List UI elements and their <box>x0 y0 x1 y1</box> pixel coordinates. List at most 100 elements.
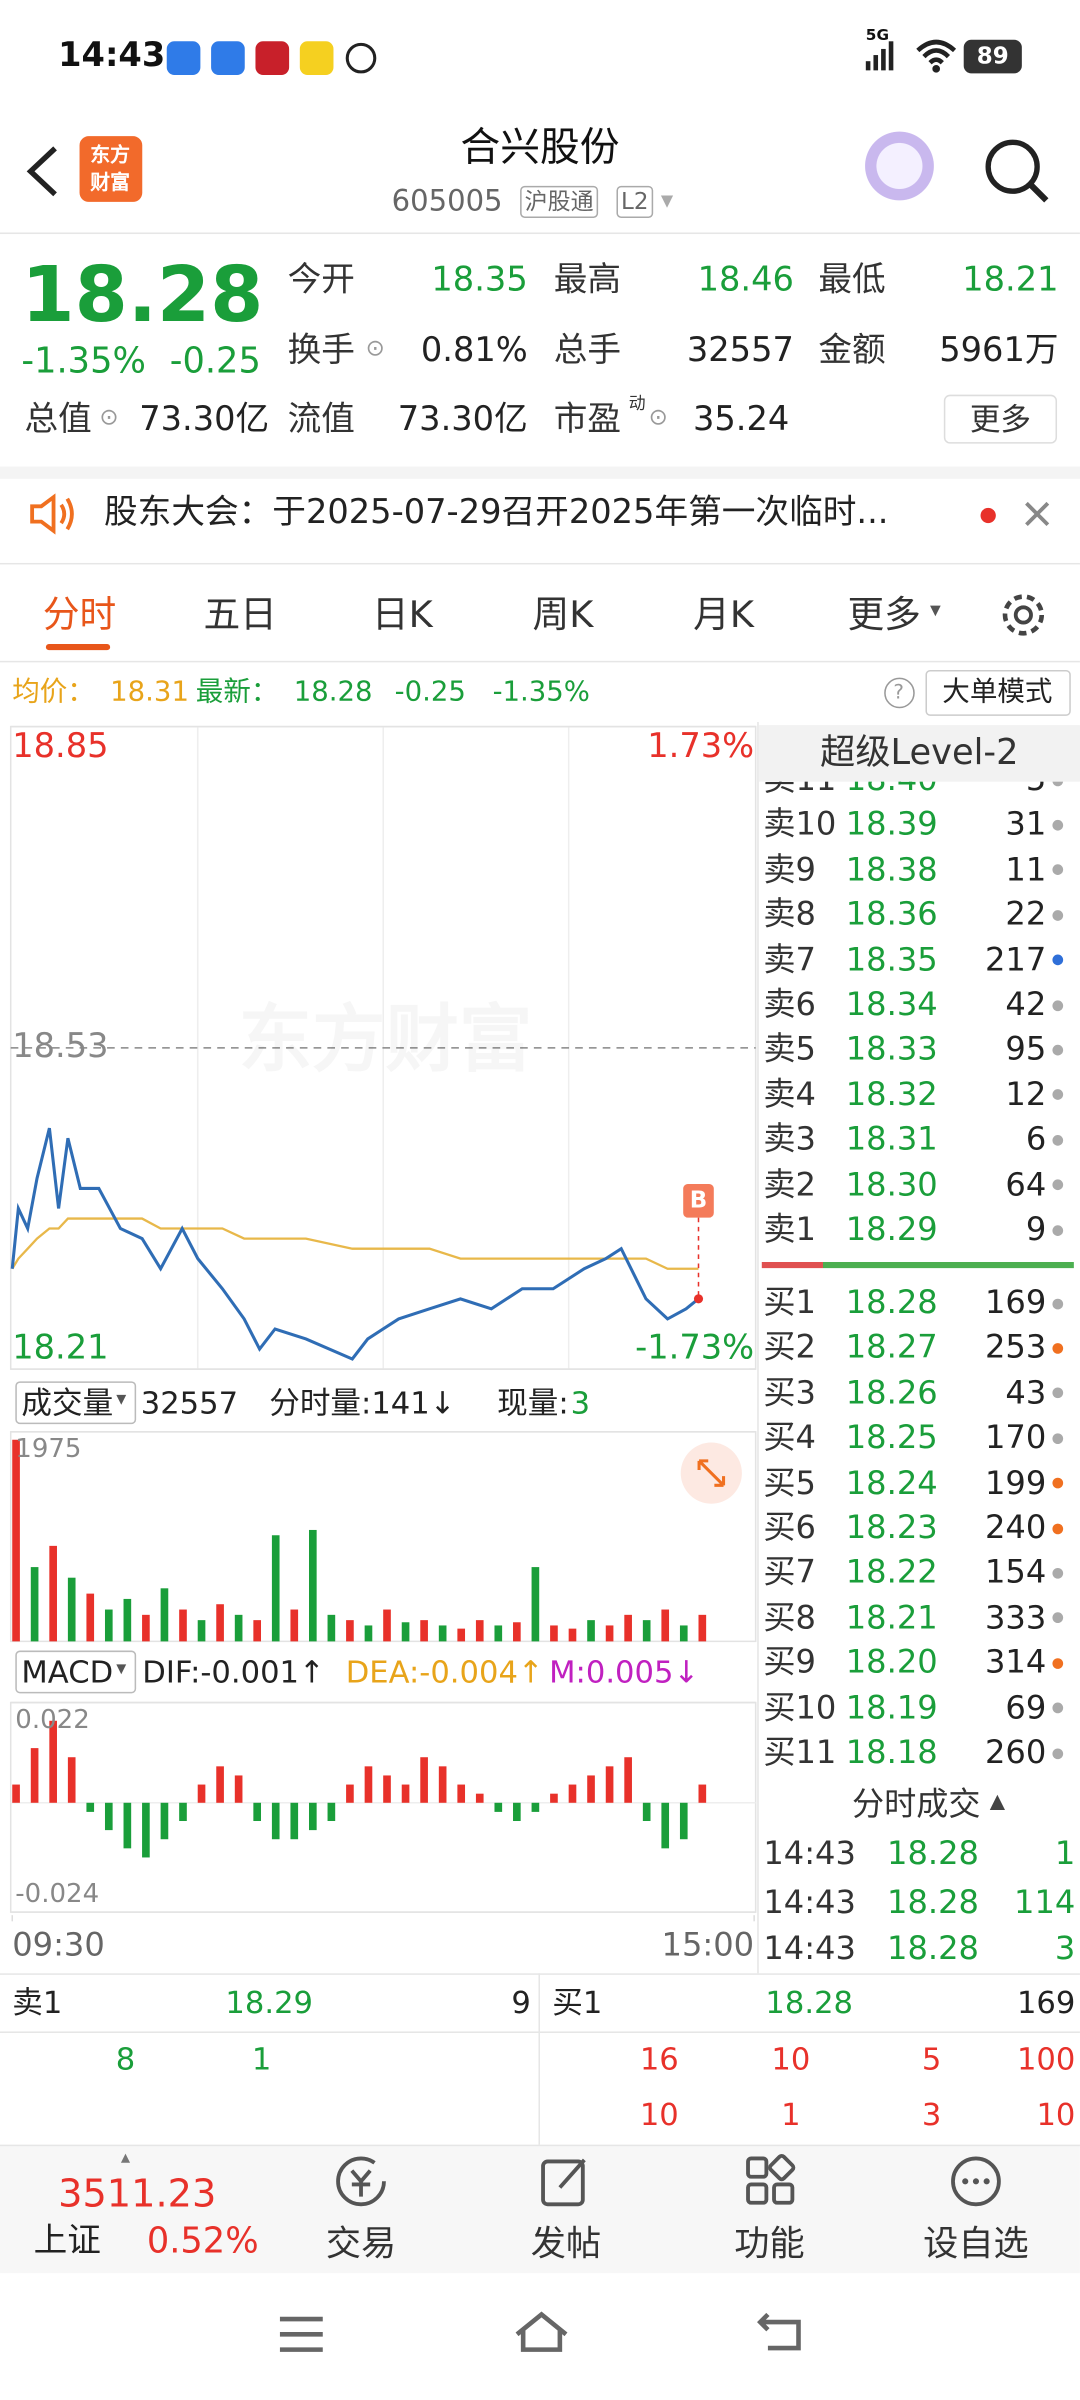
ask-volume: 12 <box>1005 1075 1047 1113</box>
tab[interactable]: 日K <box>371 593 433 637</box>
latest-change-percent: -1.35% <box>492 676 590 709</box>
ask-label: 卖8 <box>763 895 816 933</box>
bid-volume: 253 <box>984 1329 1047 1366</box>
nav-label[interactable]: 功能 <box>734 2224 805 2265</box>
order-dot <box>1052 1657 1064 1669</box>
battery-level: 89 <box>976 42 1009 70</box>
tab[interactable]: 月K <box>693 593 754 637</box>
app-icon <box>211 41 245 75</box>
robot-avatar[interactable] <box>861 131 938 209</box>
ask-label: 卖9 <box>763 850 816 888</box>
macd-bar <box>383 1775 391 1803</box>
current-volume: 3 <box>570 1384 591 1422</box>
volume-bar <box>346 1620 354 1642</box>
stat-label: 市盈 <box>553 400 622 440</box>
bid-price: 18.21 <box>845 1598 938 1636</box>
close-button[interactable] <box>1025 501 1050 527</box>
buy-marker-label: B <box>689 1186 708 1214</box>
macd-bar <box>49 1720 57 1803</box>
macd-label[interactable]: MACD <box>21 1653 114 1691</box>
y-tick-label: 18.21 <box>12 1329 109 1368</box>
volume-bar <box>49 1545 57 1642</box>
trade-volume: 114 <box>1014 1883 1076 1921</box>
order-dot <box>1052 1342 1064 1354</box>
ask-label: 卖1 <box>763 1210 816 1248</box>
stat-value: 32557 <box>686 331 794 371</box>
tab[interactable]: 更多 <box>847 593 921 637</box>
stat-label: 换手 <box>287 331 355 371</box>
queue-order: 16 <box>639 2040 679 2078</box>
network-type: 5G <box>865 27 890 45</box>
settings-button[interactable] <box>999 590 1048 639</box>
nav-label[interactable]: 交易 <box>325 2224 397 2265</box>
mode-button-label[interactable]: 大单模式 <box>942 676 1053 709</box>
level2-header[interactable] <box>758 725 1080 782</box>
queue-order: 1 <box>781 2095 801 2133</box>
volume-bar <box>216 1604 224 1642</box>
help-icon[interactable] <box>884 677 915 709</box>
home-key[interactable] <box>514 2310 569 2353</box>
trade-price: 18.28 <box>887 1834 980 1872</box>
macd-bar <box>216 1766 224 1803</box>
ask-price: 18.31 <box>845 1120 938 1158</box>
order-dot <box>1052 1522 1064 1534</box>
order-dot <box>1052 864 1064 876</box>
volume-bar <box>197 1620 206 1642</box>
order-dot <box>1052 1567 1064 1579</box>
more-button[interactable] <box>943 394 1058 444</box>
ask-label: 卖4 <box>763 1075 816 1113</box>
bid-label: 买8 <box>763 1598 816 1636</box>
bid-volume: 240 <box>984 1509 1047 1546</box>
volume-bar <box>475 1620 484 1642</box>
dropdown-arrow: ▾ <box>930 598 941 623</box>
ask-label: 卖10 <box>763 805 837 843</box>
tab[interactable]: 五日 <box>203 593 277 637</box>
queue-volume: 9 <box>511 1984 531 2021</box>
ask-volume: 42 <box>1005 985 1047 1023</box>
bid-label: 买3 <box>763 1374 816 1411</box>
macd-selector[interactable] <box>15 1650 137 1694</box>
back-button[interactable] <box>24 145 61 197</box>
volume-label[interactable]: 成交量 <box>21 1384 114 1422</box>
last-point <box>693 1294 704 1304</box>
info-icon: ⊙ <box>365 334 385 362</box>
bid-volume: 69 <box>1005 1688 1047 1726</box>
macd-bar <box>661 1802 670 1849</box>
search-button[interactable] <box>984 138 1051 205</box>
volume-bar <box>568 1628 577 1642</box>
post-icon[interactable] <box>538 2154 593 2209</box>
dropdown-arrow: ▾ <box>116 1657 127 1681</box>
macd-bar <box>494 1802 503 1812</box>
nav-label[interactable]: 设自选 <box>923 2224 1029 2265</box>
volume-bar <box>457 1628 466 1642</box>
macd-bar <box>475 1793 484 1803</box>
divider <box>0 1973 1080 1975</box>
tab-indicator <box>45 644 111 651</box>
order-dot <box>1052 909 1064 921</box>
trade-volume: 1 <box>1054 1834 1076 1872</box>
macd-dea: DEA:-0.004↑ <box>345 1653 544 1691</box>
trade-icon[interactable] <box>333 2154 388 2209</box>
order-dot <box>1052 1477 1064 1489</box>
mode-button[interactable] <box>925 670 1071 716</box>
volume-selector[interactable] <box>15 1381 137 1425</box>
watchlist-icon[interactable] <box>948 2154 1003 2209</box>
menu-key[interactable] <box>278 2316 324 2353</box>
back-key[interactable] <box>756 2310 805 2353</box>
ask-label: 卖6 <box>763 985 816 1023</box>
macd-bar <box>438 1766 447 1803</box>
bid-volume: 314 <box>984 1643 1047 1681</box>
ask-price: 18.33 <box>845 1030 938 1068</box>
buy-marker <box>683 1183 714 1218</box>
bid-price: 18.26 <box>845 1374 938 1411</box>
bid-volume: 169 <box>984 1284 1047 1321</box>
tab[interactable]: 周K <box>532 593 594 637</box>
index-value[interactable]: 3511.23 <box>58 2171 217 2216</box>
tab[interactable]: 分时 <box>42 593 117 637</box>
trades-title[interactable]: 分时成交 <box>852 1785 981 1823</box>
ask-price: 18.39 <box>845 805 938 843</box>
nav-label[interactable]: 发帖 <box>530 2224 602 2265</box>
average-line <box>11 1217 699 1270</box>
function-icon[interactable] <box>743 2153 798 2209</box>
